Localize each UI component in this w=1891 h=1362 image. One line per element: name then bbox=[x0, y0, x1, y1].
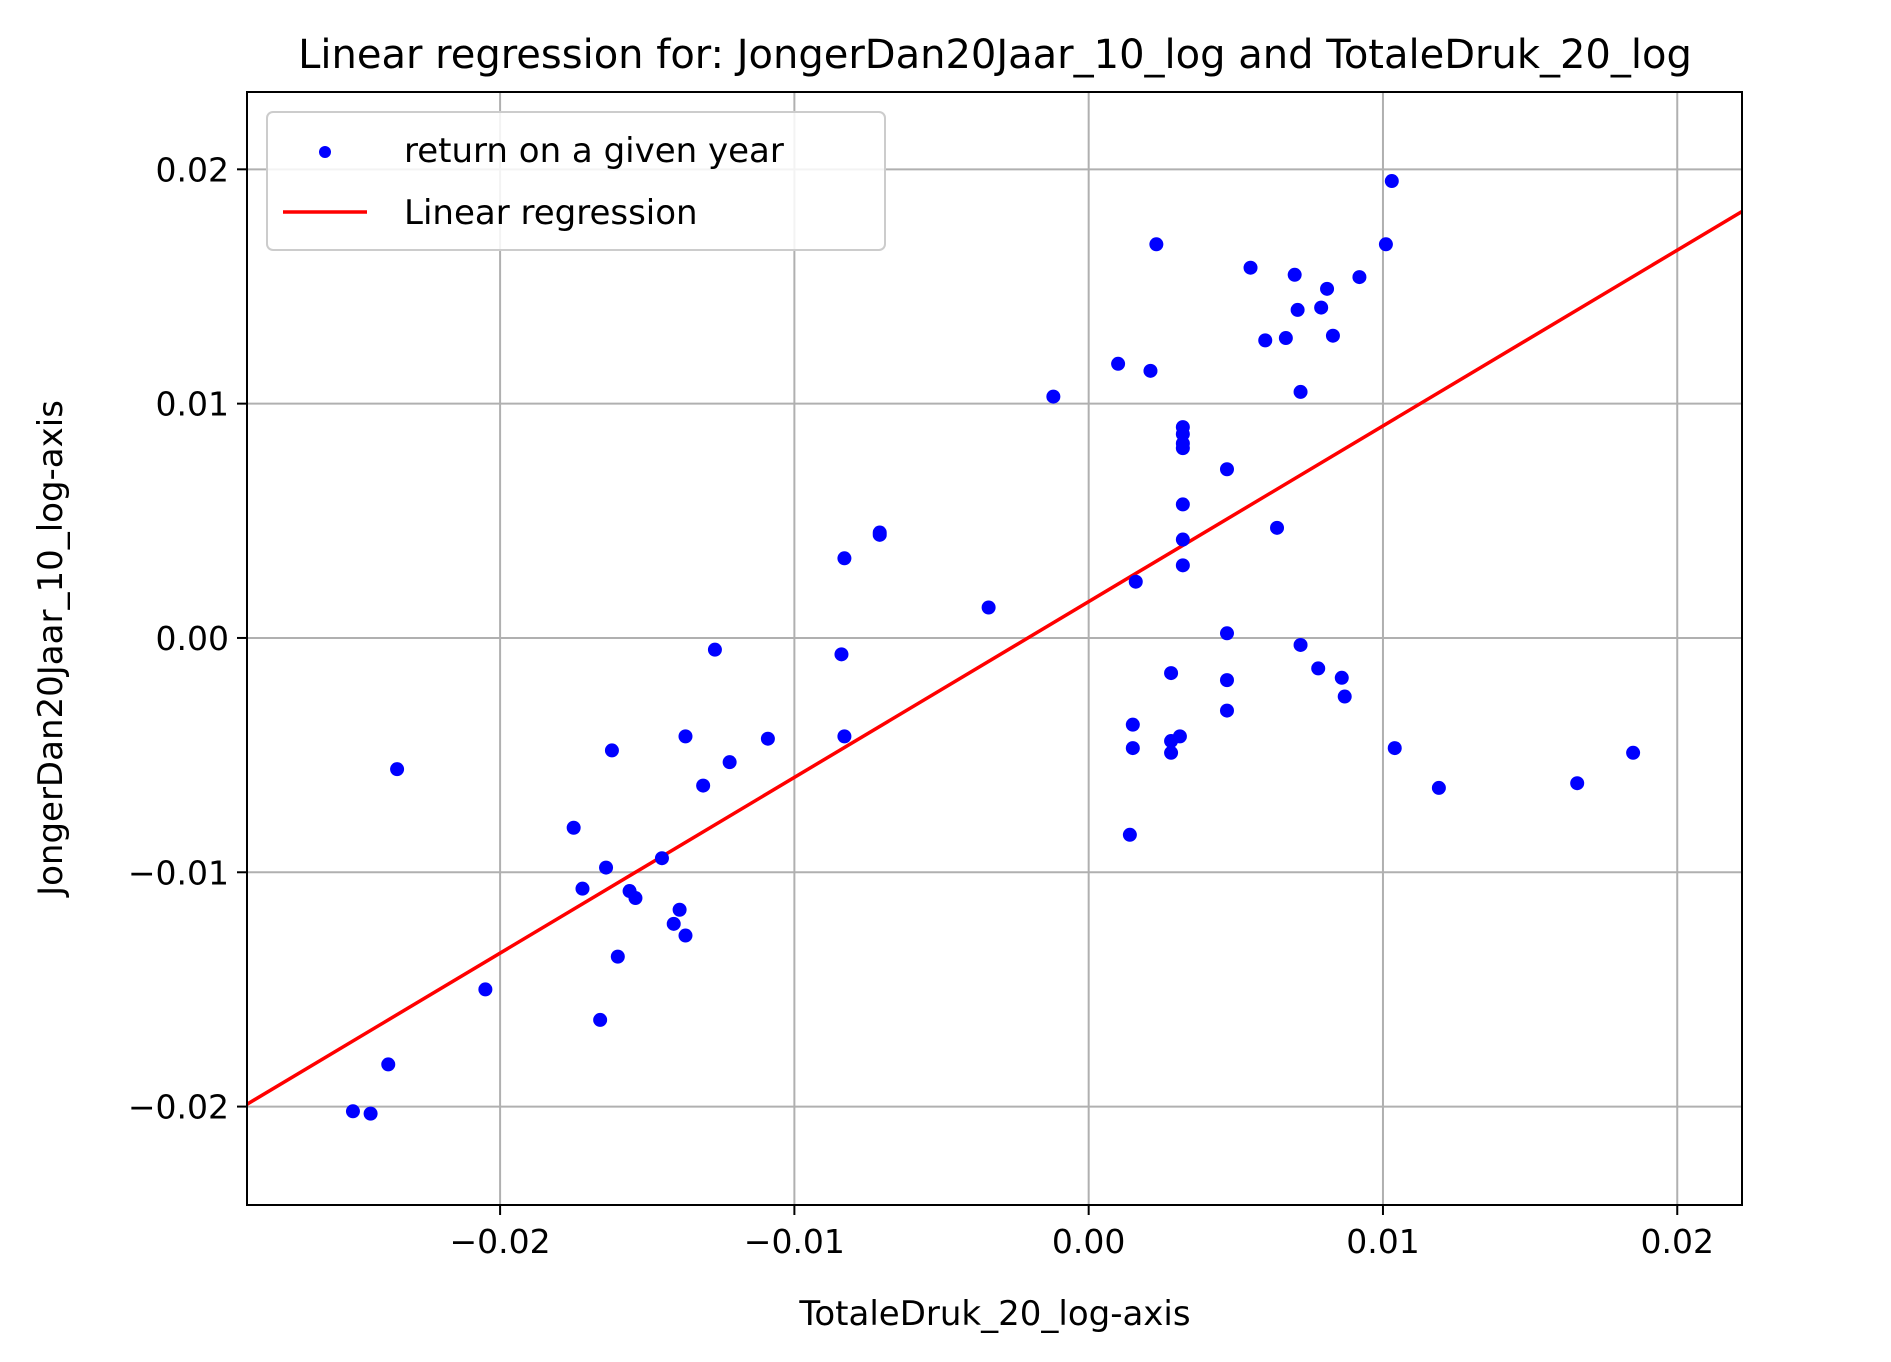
scatter-point bbox=[666, 916, 681, 931]
scatter-point bbox=[478, 982, 493, 997]
legend: return on a given year Linear regression bbox=[266, 111, 886, 251]
scatter-point bbox=[1270, 520, 1285, 535]
legend-label-line: Linear regression bbox=[404, 193, 698, 233]
scatter-point bbox=[1290, 302, 1305, 317]
scatter-point bbox=[678, 928, 693, 943]
scatter-point bbox=[1164, 745, 1179, 760]
scatter-point bbox=[1122, 827, 1137, 842]
legend-marker-scatter bbox=[319, 146, 331, 158]
scatter-point bbox=[575, 881, 590, 896]
x-tick-label: −0.01 bbox=[744, 1222, 845, 1261]
scatter-point bbox=[604, 743, 619, 758]
scatter-point bbox=[872, 527, 887, 542]
scatter-point bbox=[696, 778, 711, 793]
scatter-point bbox=[1378, 237, 1393, 252]
plot-frame bbox=[246, 91, 1743, 1206]
scatter-point bbox=[1175, 441, 1190, 456]
scatter-point bbox=[1314, 300, 1329, 315]
scatter-point bbox=[1219, 673, 1234, 688]
scatter-point bbox=[566, 820, 581, 835]
scatter-point bbox=[722, 755, 737, 770]
y-tick-label: 0.01 bbox=[156, 385, 229, 424]
y-tick-label: −0.02 bbox=[128, 1088, 229, 1127]
scatter-point bbox=[1334, 670, 1349, 685]
scatter-point bbox=[1293, 384, 1308, 399]
scatter-point bbox=[628, 891, 643, 906]
scatter-point bbox=[1258, 333, 1273, 348]
x-tick-label: 0.02 bbox=[1641, 1222, 1714, 1261]
scatter-point bbox=[678, 729, 693, 744]
scatter-point bbox=[1164, 666, 1179, 681]
scatter-point bbox=[381, 1057, 396, 1072]
scatter-point bbox=[1128, 574, 1143, 589]
scatter-point bbox=[837, 729, 852, 744]
scatter-point bbox=[1243, 260, 1258, 275]
x-tick-label: −0.02 bbox=[450, 1222, 551, 1261]
grid-lines bbox=[247, 92, 1742, 1205]
scatter-point bbox=[1278, 331, 1293, 346]
scatter-point bbox=[1172, 729, 1187, 744]
y-tick-label: 0.00 bbox=[156, 619, 229, 658]
y-tick-label: 0.02 bbox=[156, 150, 229, 189]
scatter-point bbox=[1125, 717, 1140, 732]
scatter-point bbox=[1219, 703, 1234, 718]
scatter-point bbox=[390, 762, 405, 777]
legend-box bbox=[266, 111, 886, 251]
scatter-point bbox=[345, 1104, 360, 1119]
scatter-point bbox=[1149, 237, 1164, 252]
scatter-point bbox=[1352, 270, 1367, 285]
scatter-point bbox=[1337, 689, 1352, 704]
scatter-point bbox=[1570, 776, 1585, 791]
y-axis-label: JongerDan20Jaar_10_log-axis bbox=[31, 400, 71, 898]
scatter-point bbox=[1311, 661, 1326, 676]
scatter-point bbox=[1175, 558, 1190, 573]
x-tick-label: 0.00 bbox=[1052, 1222, 1125, 1261]
scatter-point bbox=[1143, 363, 1158, 378]
scatter-point bbox=[672, 902, 687, 917]
scatter-point bbox=[981, 600, 996, 615]
scatter-point bbox=[1125, 741, 1140, 756]
scatter-point bbox=[1219, 462, 1234, 477]
scatter-point bbox=[1287, 267, 1302, 282]
scatter-point bbox=[760, 731, 775, 746]
scatter-point bbox=[1320, 281, 1335, 296]
scatter-point bbox=[654, 851, 669, 866]
scatter-point bbox=[1175, 497, 1190, 512]
x-axis-label: TotaleDruk_20_log-axis bbox=[798, 1294, 1190, 1334]
regression-series bbox=[246, 209, 1743, 1106]
scatter-point bbox=[1626, 745, 1641, 760]
regression-line bbox=[246, 209, 1743, 1106]
scatter-point bbox=[1431, 780, 1446, 795]
x-axis-ticks: −0.02 −0.01 0.00 0.01 0.02 bbox=[450, 1205, 1714, 1261]
scatter-point bbox=[1046, 389, 1061, 404]
scatter-point bbox=[1293, 637, 1308, 652]
scatter-point bbox=[1219, 626, 1234, 641]
scatter-point bbox=[1384, 174, 1399, 189]
scatter-point bbox=[593, 1012, 608, 1027]
scatter-point bbox=[1325, 328, 1340, 343]
y-tick-label: −0.01 bbox=[128, 853, 229, 892]
scatter-series bbox=[345, 174, 1641, 1121]
legend-label-scatter: return on a given year bbox=[404, 131, 784, 171]
x-tick-label: 0.01 bbox=[1346, 1222, 1419, 1261]
scatter-point bbox=[837, 551, 852, 566]
scatter-point bbox=[599, 860, 614, 875]
chart-title: Linear regression for: JongerDan20Jaar_1… bbox=[298, 32, 1692, 78]
scatter-point bbox=[1111, 356, 1126, 371]
y-axis-ticks: −0.02 −0.01 0.00 0.01 0.02 bbox=[128, 150, 247, 1127]
scatter-point bbox=[834, 647, 849, 662]
scatter-point bbox=[707, 642, 722, 657]
scatter-point bbox=[610, 949, 625, 964]
scatter-point bbox=[1387, 741, 1402, 756]
scatter-point bbox=[363, 1106, 378, 1121]
scatter-point bbox=[1175, 532, 1190, 547]
